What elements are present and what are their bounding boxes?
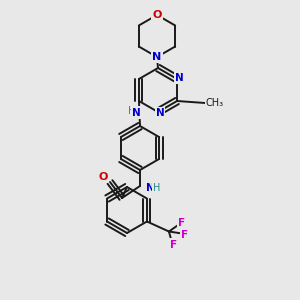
Text: O: O xyxy=(98,172,108,182)
Text: F: F xyxy=(170,239,178,250)
Text: O: O xyxy=(152,10,162,20)
Text: N: N xyxy=(156,108,164,118)
Text: H: H xyxy=(128,106,135,116)
Text: N: N xyxy=(132,107,141,118)
Text: CH₃: CH₃ xyxy=(206,98,224,108)
Text: N: N xyxy=(146,183,154,193)
Text: H: H xyxy=(153,183,161,193)
Text: N: N xyxy=(152,52,162,62)
Text: N: N xyxy=(175,73,183,83)
Text: F: F xyxy=(178,218,185,229)
Text: F: F xyxy=(182,230,188,239)
